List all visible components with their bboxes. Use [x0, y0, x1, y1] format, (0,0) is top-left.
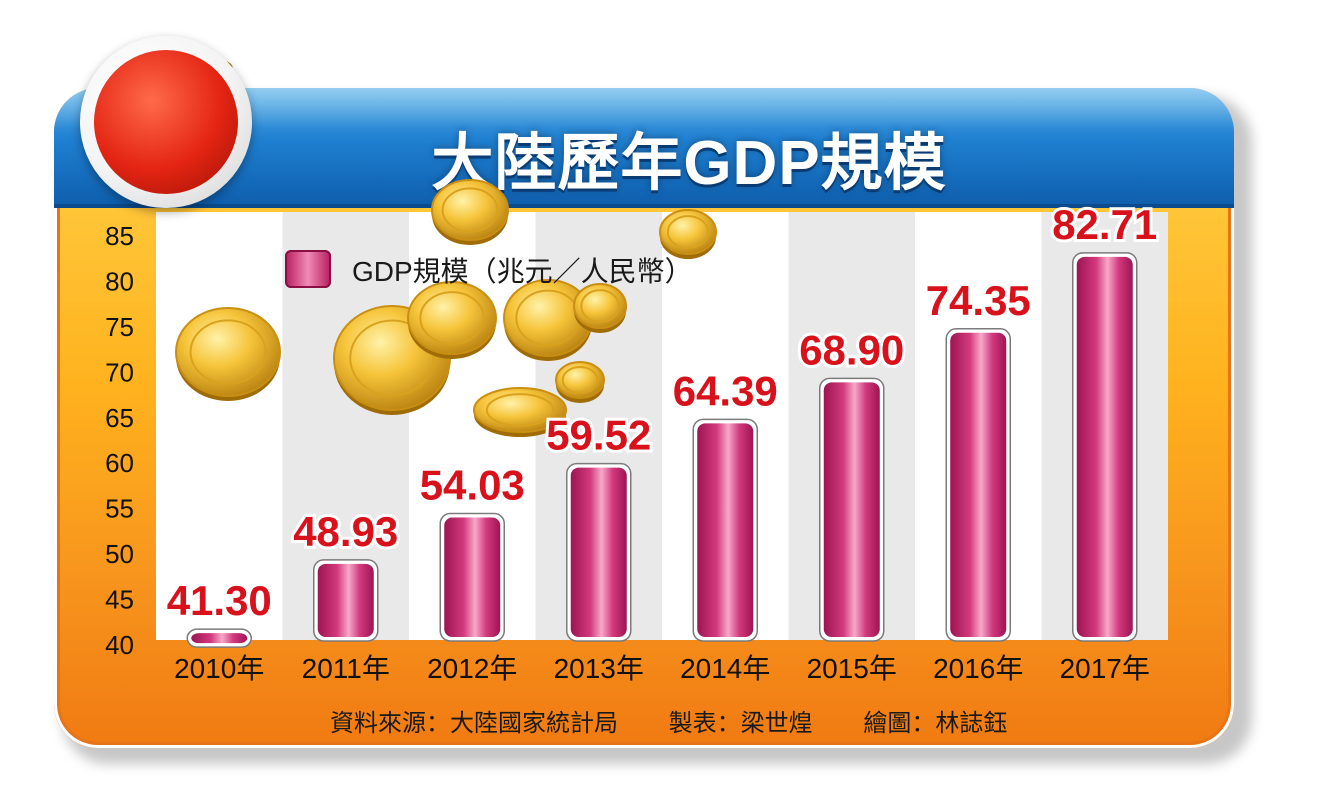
y-tick-label: 85: [105, 221, 134, 251]
bar-value-label: 64.39: [673, 367, 778, 414]
y-tick-label: 45: [105, 585, 134, 615]
coin-icon-ring: [561, 366, 599, 394]
y-tick-label: 50: [105, 539, 134, 569]
bar: [570, 467, 627, 637]
x-axis: 2010年 2011年 2012年 2013年 2014年 2015年 2016年 2017年: [174, 653, 1150, 684]
coin-icon-ring: [666, 215, 710, 249]
y-tick-label: 55: [105, 494, 134, 524]
coin-icon-ring: [349, 319, 435, 397]
badge-red-disc: [94, 50, 238, 194]
source-note: 資料來源：大陸國家統計局: [330, 710, 618, 737]
footer-credits: 資料來源：大陸國家統計局 製表：梁世煌 繪圖：林誌鈺: [330, 703, 1007, 738]
y-tick-label: 60: [105, 448, 134, 478]
bar: [191, 633, 248, 644]
x-tick-label: 2010年: [174, 653, 264, 684]
bar-value-label: 41.30: [167, 577, 272, 624]
legend-label: GDP規模（兆元／人民幣）: [352, 256, 693, 287]
legend-swatch: [285, 250, 331, 288]
x-tick-label: 2013年: [554, 653, 644, 684]
x-tick-label: 2014年: [680, 653, 770, 684]
coin-icon-ring: [419, 291, 485, 345]
bar: [444, 517, 501, 637]
coin-icon-ring: [189, 319, 267, 385]
x-tick-label: 2016年: [933, 653, 1023, 684]
y-tick-label: 70: [105, 357, 134, 387]
coin-badge-icon: [80, 36, 252, 208]
bar-value-label: 59.52: [546, 412, 651, 459]
coin-icon-ring: [485, 393, 555, 427]
x-tick-label: 2011年: [302, 653, 390, 684]
artist-note: 繪圖：林誌鈺: [863, 710, 1008, 737]
bar: [823, 382, 880, 637]
y-tick-label: 80: [105, 266, 134, 296]
y-tick-label: 75: [105, 312, 134, 342]
y-tick-label: 65: [105, 403, 134, 433]
x-tick-label: 2017年: [1060, 653, 1150, 684]
x-tick-label: 2012年: [427, 653, 517, 684]
chart-title: 大陸歷年GDP規模: [431, 129, 947, 198]
bar-value-label: 54.03: [420, 461, 525, 508]
bars: 41.30 48.93 54.03 59.52 64.39 68.90 74.35 82.71: [164, 198, 1160, 648]
bar-value-label: 68.90: [799, 326, 904, 373]
bar: [317, 563, 374, 637]
bar-value-label: 48.93: [293, 508, 398, 555]
bar-value-label: 74.35: [926, 277, 1031, 324]
coin-icon-ring: [580, 289, 620, 323]
bar-value-label: 82.71: [1052, 201, 1157, 248]
y-axis: 40 45 50 55 60 65 70 75 80 85: [105, 221, 134, 660]
coin-icon-ring: [441, 187, 499, 233]
bar: [1076, 256, 1133, 637]
bar: [697, 423, 754, 637]
y-tick-label: 40: [105, 630, 134, 660]
bar: [950, 332, 1007, 637]
plot-stripe: [156, 212, 283, 640]
maker-note: 製表：梁世煌: [668, 710, 813, 737]
x-tick-label: 2015年: [807, 653, 897, 684]
